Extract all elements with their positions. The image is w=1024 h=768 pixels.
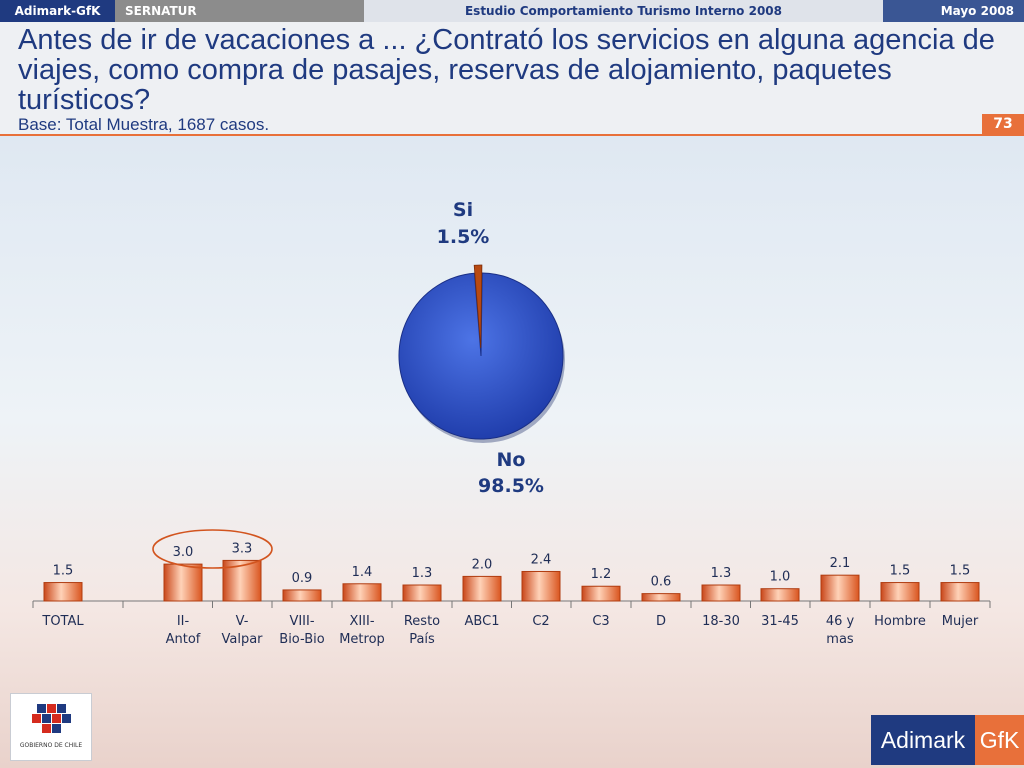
bar-category-label: Hombre xyxy=(874,614,926,629)
adimark-logo-text: Adimark xyxy=(871,715,975,765)
bar-value-label: 2.4 xyxy=(531,552,552,567)
bar-value-label: 0.9 xyxy=(292,571,313,586)
bar-category-label: ABC1 xyxy=(465,614,500,629)
bar-value-label: 2.1 xyxy=(830,556,851,571)
bar-category-label: Resto País xyxy=(404,614,440,647)
bar-value-label: 1.3 xyxy=(412,566,433,581)
page-title: Antes de ir de vacaciones a ... ¿Contrat… xyxy=(18,24,995,116)
date-label: Mayo 2008 xyxy=(883,0,1024,22)
page-number: 73 xyxy=(982,114,1024,134)
pie-label-no-name: No xyxy=(497,449,526,471)
bar-category-label: XIII-Metrop xyxy=(339,614,385,647)
bar-category-label: D xyxy=(656,614,666,629)
government-logo: GOBIERNO DE CHILE xyxy=(10,693,92,761)
bar-mark xyxy=(701,584,741,602)
bar-mark xyxy=(880,582,920,602)
pie-chart: Si 1.5% No 98.5% xyxy=(398,199,565,497)
bar-category-label: 18-30 xyxy=(702,614,740,629)
bar-category-label: C3 xyxy=(592,614,609,629)
bar-category-label: 31-45 xyxy=(761,614,799,629)
bar-mark xyxy=(462,575,502,602)
pie-label-si-name: Si xyxy=(453,199,473,221)
bar-value-label: 1.2 xyxy=(591,567,612,582)
bar-mark xyxy=(222,559,262,602)
highlight-ellipse xyxy=(152,529,273,569)
gfk-logo-text: GfK xyxy=(975,715,1024,765)
title-divider xyxy=(0,134,1024,136)
bar-value-label: 1.5 xyxy=(53,564,74,579)
client-label: SERNATUR xyxy=(115,0,364,22)
bar-mark xyxy=(581,585,621,602)
bar-mark xyxy=(402,584,442,602)
bar-value-label: 1.4 xyxy=(352,565,373,580)
bar-mark xyxy=(521,570,561,602)
government-logo-mark: GOBIERNO DE CHILE xyxy=(20,704,82,749)
bar-value-label: 1.3 xyxy=(711,566,732,581)
bar-value-label: 1.0 xyxy=(770,570,791,585)
bar-mark xyxy=(43,582,83,602)
bar-mark xyxy=(641,593,681,602)
bar-mark xyxy=(940,582,980,602)
bar-mark xyxy=(282,589,322,602)
bar-value-label: 2.0 xyxy=(472,557,493,572)
brand-label: Adimark-GfK xyxy=(0,0,115,22)
pie-slice-no xyxy=(398,272,564,440)
bar-mark xyxy=(820,574,860,602)
top-bar: Adimark-GfK SERNATUR Estudio Comportamie… xyxy=(0,0,1024,22)
study-label: Estudio Comportamiento Turismo Interno 2… xyxy=(364,0,883,22)
pie-label-si-value: 1.5% xyxy=(437,226,490,248)
title-area: Antes de ir de vacaciones a ... ¿Contrat… xyxy=(0,22,1024,136)
bar-value-label: 0.6 xyxy=(651,575,672,590)
base-note: Base: Total Muestra, 1687 casos. xyxy=(18,115,270,134)
background-photo xyxy=(0,136,1024,768)
bar-chart: 1.5 TOTAL 3.0 II-Antof 3.3 V-Valpar 0.9 VIII-Bi… xyxy=(32,529,991,647)
bar-category-label: VIII-Bio-Bio xyxy=(279,614,324,647)
bar-category-label: V-Valpar xyxy=(221,614,263,647)
adimark-gfk-logo: Adimark GfK xyxy=(871,715,1024,765)
bar-category-label: TOTAL xyxy=(41,614,84,629)
bar-mark xyxy=(760,588,800,602)
bar-mark xyxy=(163,563,203,602)
bar-value-label: 3.0 xyxy=(173,545,194,560)
government-logo-text: GOBIERNO DE CHILE xyxy=(20,742,82,749)
bar-value-label: 1.5 xyxy=(890,564,911,579)
bar-value-label: 1.5 xyxy=(950,564,971,579)
bar-category-label: C2 xyxy=(532,614,549,629)
bar-category-label: Mujer xyxy=(942,614,979,629)
bar-category-label: 46 y mas xyxy=(826,614,855,647)
bar-category-label: II-Antof xyxy=(166,614,201,647)
pie-slice-si xyxy=(473,264,483,349)
bar-mark xyxy=(342,583,382,602)
pie-label-no-value: 98.5% xyxy=(478,475,544,497)
bar-value-label: 3.3 xyxy=(232,541,253,556)
